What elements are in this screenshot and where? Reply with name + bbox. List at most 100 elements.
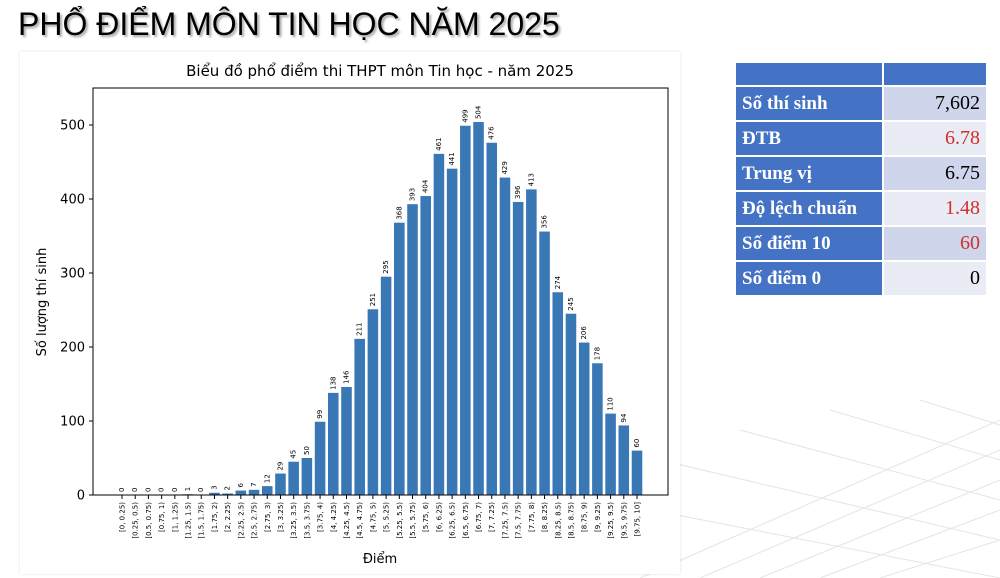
- bar: [499, 177, 511, 495]
- stats-label: Độ lệch chuẩn: [734, 190, 884, 227]
- x-tick-label: [7.5, 7.75): [515, 502, 523, 539]
- bar: [314, 421, 326, 495]
- bar-value-label: 441: [448, 152, 456, 165]
- bar-value-label: 99: [316, 410, 324, 419]
- bar-value-label: 110: [607, 397, 615, 410]
- stats-label: ĐTB: [734, 120, 884, 157]
- bar-value-label: 211: [356, 322, 364, 335]
- x-tick-label: [2.5, 2.75): [251, 502, 259, 539]
- x-tick-label: [8.75, 9): [581, 502, 589, 532]
- x-tick-label: [1.5, 1.75): [198, 502, 206, 539]
- y-tick-label: 100: [60, 415, 85, 430]
- y-tick-label: 500: [60, 119, 85, 134]
- bar-value-label: 274: [554, 275, 562, 289]
- bar-value-label: 461: [435, 137, 443, 150]
- x-axis-label: Điểm: [363, 552, 397, 567]
- x-tick-label: [8.25, 8.5): [554, 502, 562, 539]
- bars-layer: 0 0 0 0 0 1 0 3 2 6 7 12 29 45 50 99 138 146 211 251 295 368 3…: [118, 105, 643, 496]
- bar-value-label: 404: [422, 179, 430, 193]
- stats-label: Số điểm 10: [734, 225, 884, 262]
- bar: [552, 292, 564, 495]
- bar-value-label: 396: [514, 185, 522, 199]
- x-ticks-layer: [0, 0.25) [0.25, 0.5) [0.5, 0.75) [0.75, 1)…: [119, 495, 642, 539]
- bar-value-label: 50: [303, 446, 311, 455]
- stats-value: 60: [882, 225, 988, 262]
- stats-header-row: [734, 61, 988, 87]
- bar-value-label: 295: [382, 260, 390, 273]
- bar-value-label: 29: [276, 462, 284, 471]
- bar: [473, 122, 484, 495]
- y-ticks-layer: 0 100 200 300 400 500: [60, 119, 93, 504]
- x-tick-label: [8.5, 8.75): [567, 502, 575, 539]
- x-tick-label: [3.25, 3.5): [290, 502, 298, 539]
- x-tick-label: [1, 1.25): [171, 502, 179, 532]
- bar: [539, 231, 550, 495]
- bar: [354, 338, 365, 495]
- x-tick-label: [4.5, 4.75): [356, 502, 364, 539]
- bar: [209, 492, 220, 495]
- x-tick-label: [7.25, 7.5): [501, 502, 509, 539]
- bar: [222, 493, 233, 495]
- x-tick-label: [8, 8.25): [541, 502, 549, 532]
- stats-label: Số thí sinh: [734, 85, 884, 122]
- x-tick-label: [5, 5.25): [383, 502, 391, 532]
- bar: [526, 189, 537, 495]
- x-tick-label: [4.75, 5): [369, 502, 377, 532]
- stats-label: Trung vị: [734, 155, 884, 192]
- bar-value-label: 0: [171, 488, 179, 492]
- bar-value-label: 356: [541, 215, 549, 229]
- bar-value-label: 146: [342, 370, 350, 384]
- page-title: PHỔ ĐIỂM MÔN TIN HỌC NĂM 2025: [18, 6, 560, 42]
- x-tick-label: [2.75, 3): [264, 502, 272, 532]
- x-tick-label: [7, 7.25): [488, 502, 496, 532]
- bar: [605, 413, 616, 495]
- bar-value-label: 0: [144, 488, 152, 492]
- x-tick-label: [5.25, 5.5): [396, 502, 404, 539]
- bar-value-label: 1: [184, 487, 192, 491]
- x-tick-label: [1.75, 2): [211, 502, 219, 532]
- bar: [512, 201, 524, 495]
- bar: [394, 222, 405, 495]
- bar: [420, 196, 431, 496]
- x-tick-label: [9, 9.25): [594, 502, 602, 532]
- stats-row: Độ lệch chuẩn 1.48: [734, 190, 988, 227]
- x-tick-label: [0, 0.25): [119, 502, 127, 532]
- bar-value-label: 251: [369, 293, 377, 306]
- stats-header-cell: [882, 61, 988, 87]
- stats-value: 0: [882, 260, 988, 297]
- x-tick-label: [6.25, 6.5): [449, 502, 457, 539]
- bar-value-label: 0: [197, 488, 205, 492]
- x-tick-label: [4.25, 4.5): [343, 502, 351, 539]
- bar-value-label: 245: [567, 297, 575, 310]
- bar-value-label: 12: [263, 474, 271, 483]
- bar-value-label: 94: [620, 413, 628, 422]
- bar: [618, 425, 630, 495]
- bar: [380, 276, 392, 495]
- y-axis-label: Số lượng thí sinh: [35, 248, 50, 357]
- y-tick-label: 0: [77, 489, 85, 504]
- bar: [565, 313, 577, 495]
- bar-value-label: 393: [409, 188, 417, 201]
- stats-value: 7,602: [882, 85, 988, 122]
- bar-value-label: 0: [158, 488, 166, 492]
- stats-row: Số thí sinh 7,602: [734, 85, 988, 122]
- bar-value-label: 429: [501, 161, 509, 174]
- bar-value-label: 0: [118, 488, 126, 492]
- score-distribution-chart: Biểu đồ phổ điểm thi THPT môn Tin học - …: [35, 62, 669, 567]
- chart-title: Biểu đồ phổ điểm thi THPT môn Tin học - …: [186, 62, 574, 80]
- x-tick-label: [0.25, 0.5): [132, 502, 140, 539]
- stats-value: 6.75: [882, 155, 988, 192]
- x-tick-label: [3.75, 4): [317, 502, 325, 532]
- bar: [460, 125, 471, 496]
- bar: [407, 204, 418, 495]
- bar-value-label: 0: [131, 488, 139, 492]
- stats-value: 6.78: [882, 120, 988, 157]
- bar: [446, 168, 458, 495]
- stats-label: Số điểm 0: [734, 260, 884, 297]
- y-tick-label: 200: [60, 341, 85, 356]
- stats-header-cell: [734, 61, 884, 87]
- bar: [248, 489, 260, 495]
- stats-value: 1.48: [882, 190, 988, 227]
- y-tick-label: 400: [60, 193, 85, 208]
- x-tick-label: [6.5, 6.75): [462, 502, 470, 539]
